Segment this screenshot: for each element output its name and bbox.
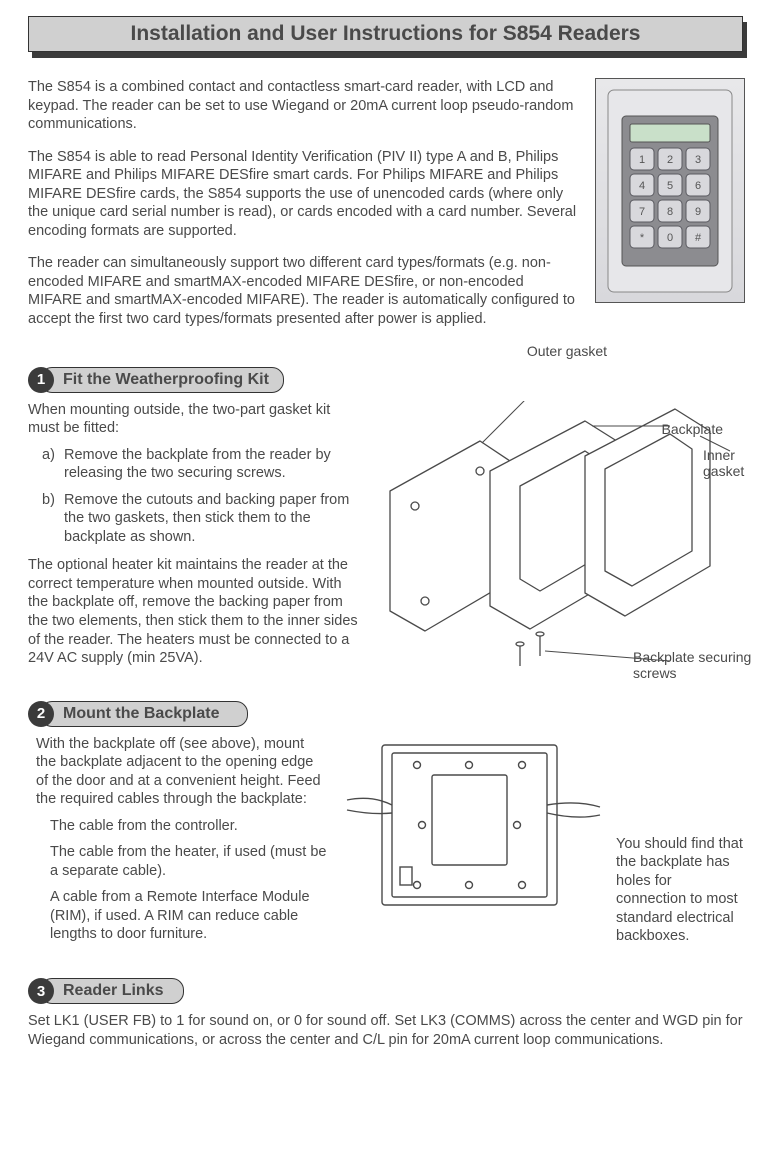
sec1-tail: The optional heater kit maintains the re… bbox=[28, 556, 358, 667]
banner: Installation and User Instructions for S… bbox=[28, 16, 743, 52]
svg-text:0: 0 bbox=[667, 232, 673, 244]
section-2-figure bbox=[342, 735, 602, 952]
exploded-view-icon bbox=[370, 401, 740, 691]
intro-text: The S854 is a combined contact and conta… bbox=[28, 78, 577, 343]
section-1-text: When mounting outside, the two-part gask… bbox=[28, 401, 358, 691]
label-screws: Backplate securing screws bbox=[633, 649, 753, 681]
sec1-item-a: a)Remove the backplate from the reader b… bbox=[42, 446, 358, 483]
sec2-i2: The cable from the heater, if used (must… bbox=[50, 843, 328, 880]
sec2-i1: The cable from the controller. bbox=[50, 817, 328, 836]
sec2-lead: With the backplate off (see above), moun… bbox=[36, 735, 328, 809]
page-title: Installation and User Instructions for S… bbox=[131, 22, 641, 46]
product-photo: 1 2 3 4 5 6 7 8 9 * 0 # bbox=[595, 78, 745, 303]
svg-text:2: 2 bbox=[667, 154, 673, 166]
section-3-number: 3 bbox=[28, 978, 54, 1004]
keypad-illustration: 1 2 3 4 5 6 7 8 9 * 0 # bbox=[600, 86, 740, 296]
page-title-banner: Installation and User Instructions for S… bbox=[28, 16, 745, 58]
section-2-title: Mount the Backplate bbox=[40, 701, 248, 727]
section-1: When mounting outside, the two-part gask… bbox=[28, 401, 745, 691]
intro-p3: The reader can simultaneously support tw… bbox=[28, 254, 577, 328]
section-3-title: Reader Links bbox=[40, 978, 184, 1004]
section-2-note: You should find that the backplate has h… bbox=[616, 735, 745, 952]
section-2-text: With the backplate off (see above), moun… bbox=[28, 735, 328, 952]
svg-text:3: 3 bbox=[695, 154, 701, 166]
section-2-heading: 2 Mount the Backplate bbox=[28, 701, 745, 727]
section-3-body: Set LK1 (USER FB) to 1 for sound on, or … bbox=[28, 1012, 745, 1049]
section-1-figure: Backplate Inner gasket Backplate securin… bbox=[370, 401, 745, 691]
svg-text:*: * bbox=[640, 232, 645, 244]
section-2-number: 2 bbox=[28, 701, 54, 727]
backplate-diagram-icon bbox=[342, 735, 602, 915]
label-inner-gasket: Inner gasket bbox=[703, 447, 753, 479]
svg-text:#: # bbox=[695, 232, 702, 244]
sec1-item-b: b)Remove the cutouts and backing paper f… bbox=[42, 491, 358, 547]
label-backplate: Backplate bbox=[662, 421, 723, 437]
section-1-heading: 1 Fit the Weatherproofing Kit bbox=[28, 367, 745, 393]
svg-text:8: 8 bbox=[667, 206, 673, 218]
section-1-number: 1 bbox=[28, 367, 54, 393]
sec1-lead: When mounting outside, the two-part gask… bbox=[28, 401, 358, 438]
intro-p1: The S854 is a combined contact and conta… bbox=[28, 78, 577, 134]
svg-text:1: 1 bbox=[639, 154, 645, 166]
svg-text:5: 5 bbox=[667, 180, 673, 192]
svg-text:7: 7 bbox=[639, 206, 645, 218]
intro-p2: The S854 is able to read Personal Identi… bbox=[28, 148, 577, 241]
section-2: With the backplate off (see above), moun… bbox=[28, 735, 745, 952]
intro-section: The S854 is a combined contact and conta… bbox=[28, 78, 745, 343]
sec2-i3: A cable from a Remote Interface Module (… bbox=[50, 888, 328, 944]
section-3-heading: 3 Reader Links bbox=[28, 978, 745, 1004]
label-outer-gasket: Outer gasket bbox=[527, 343, 607, 359]
svg-text:9: 9 bbox=[695, 206, 701, 218]
svg-text:4: 4 bbox=[639, 180, 645, 192]
section-1-title: Fit the Weatherproofing Kit bbox=[40, 367, 284, 393]
svg-text:6: 6 bbox=[695, 180, 701, 192]
